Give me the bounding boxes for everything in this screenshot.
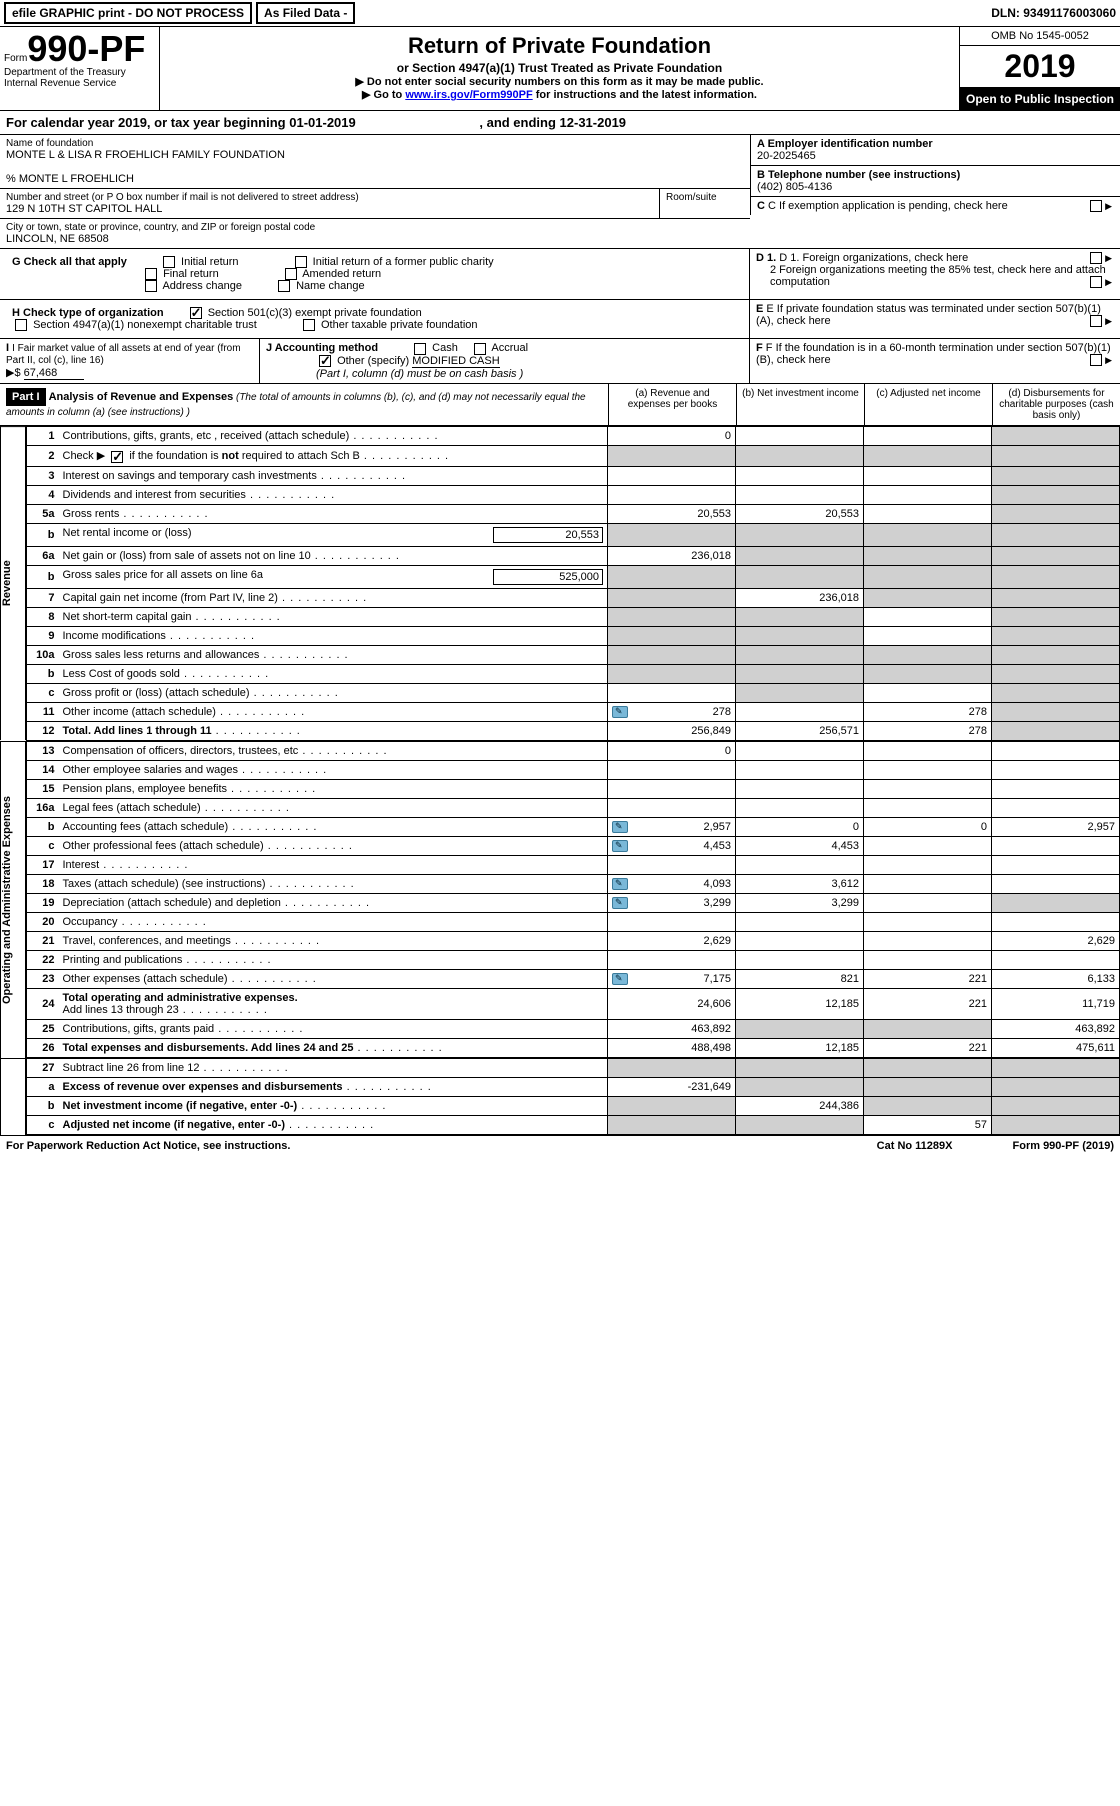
chk-initial[interactable] <box>163 256 175 268</box>
chk-other-tax[interactable] <box>303 319 315 331</box>
g-d-row: G Check all that apply Initial return In… <box>0 249 1120 300</box>
page-footer: For Paperwork Reduction Act Notice, see … <box>0 1135 1120 1156</box>
f-checkbox[interactable] <box>1090 354 1102 366</box>
attachment-icon[interactable] <box>612 973 628 985</box>
chk-name[interactable] <box>278 280 290 292</box>
chk-501c3[interactable] <box>190 307 202 319</box>
attachment-icon[interactable] <box>612 706 628 718</box>
form-header: Form990-PF Department of the Treasury In… <box>0 27 1120 111</box>
chk-amended[interactable] <box>285 268 297 280</box>
foundation-name-cell: Name of foundation MONTE L & LISA R FROE… <box>0 135 750 189</box>
attachment-icon[interactable] <box>612 897 628 909</box>
tel-cell: B Telephone number (see instructions) (4… <box>750 166 1120 197</box>
efile-notice: efile GRAPHIC print - DO NOT PROCESS <box>4 2 252 24</box>
e-checkbox[interactable] <box>1090 315 1102 327</box>
d2-checkbox[interactable] <box>1090 276 1102 288</box>
header-center: Return of Private Foundation or Section … <box>160 27 960 110</box>
net-section: 27Subtract line 26 from line 12aExcess o… <box>0 1058 1120 1135</box>
d1-checkbox[interactable] <box>1090 252 1102 264</box>
info-grid: Name of foundation MONTE L & LISA R FROE… <box>0 135 1120 249</box>
attachment-icon[interactable] <box>612 878 628 890</box>
ein-cell: A Employer identification number 20-2025… <box>750 135 1120 166</box>
chk-other-method[interactable] <box>319 355 331 367</box>
dln: DLN: 93491176003060 <box>991 6 1116 20</box>
revenue-section: Revenue 1Contributions, gifts, grants, e… <box>0 426 1120 740</box>
chk-addr[interactable] <box>145 280 157 292</box>
calendar-year-row: For calendar year 2019, or tax year begi… <box>0 111 1120 135</box>
net-table: 27Subtract line 26 from line 12aExcess o… <box>26 1058 1120 1135</box>
city-cell: City or town, state or province, country… <box>0 219 750 248</box>
form-title: Return of Private Foundation <box>164 33 955 59</box>
header-right: OMB No 1545-0052 2019 Open to Public Ins… <box>960 27 1120 110</box>
c-cell: C C If exemption application is pending,… <box>750 197 1120 215</box>
chk-initial-former[interactable] <box>295 256 307 268</box>
opadmin-table: 13Compensation of officers, directors, t… <box>26 741 1120 1058</box>
top-bar: efile GRAPHIC print - DO NOT PROCESS As … <box>0 0 1120 27</box>
revenue-table: 1Contributions, gifts, grants, etc , rec… <box>26 426 1120 740</box>
chk-accrual[interactable] <box>474 343 486 355</box>
chk-4947[interactable] <box>15 319 27 331</box>
asfiled-box: As Filed Data - <box>256 2 355 24</box>
part1-header: Part I Analysis of Revenue and Expenses … <box>0 384 1120 426</box>
h-e-row: H Check type of organization Section 501… <box>0 300 1120 339</box>
chk-cash[interactable] <box>414 343 426 355</box>
attachment-icon[interactable] <box>612 821 628 833</box>
header-left: Form990-PF Department of the Treasury In… <box>0 27 160 110</box>
address-row: Number and street (or P O box number if … <box>0 189 750 219</box>
opadmin-section: Operating and Administrative Expenses 13… <box>0 741 1120 1058</box>
i-j-f-row: I I Fair market value of all assets at e… <box>0 339 1120 384</box>
chk-final[interactable] <box>145 268 157 280</box>
irs-link[interactable]: www.irs.gov/Form990PF <box>405 89 532 101</box>
attachment-icon[interactable] <box>612 840 628 852</box>
c-checkbox[interactable] <box>1090 200 1102 212</box>
